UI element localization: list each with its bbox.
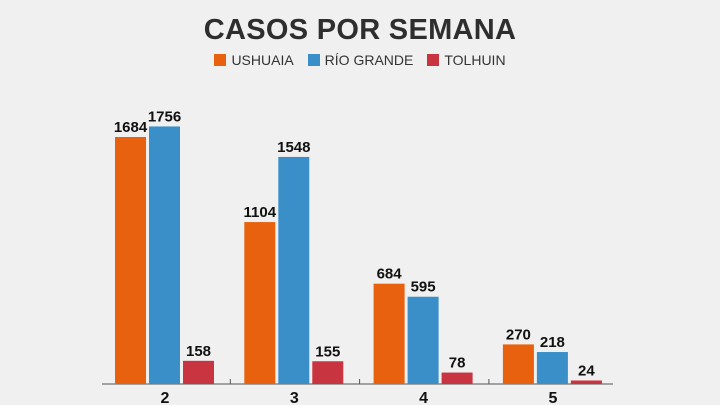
bar <box>502 344 534 384</box>
data-label: 155 <box>315 343 340 360</box>
data-label: 270 <box>506 326 531 343</box>
bar <box>441 372 473 384</box>
legend-label: TOLHUIN <box>444 52 506 68</box>
bar <box>373 283 405 384</box>
bar <box>312 361 344 384</box>
data-label: 1756 <box>148 108 181 125</box>
chart-title: CASOS POR SEMANA <box>203 14 517 46</box>
legend-label: RÍO GRANDE <box>324 52 414 68</box>
legend-label: USHUAIA <box>231 52 294 68</box>
data-label: 1104 <box>244 204 277 221</box>
legend-swatch <box>214 54 227 66</box>
bar <box>570 380 602 384</box>
x-tick-label: 3 <box>290 390 299 405</box>
bar <box>244 222 276 384</box>
x-tick-label: 2 <box>161 390 170 405</box>
data-label: 1684 <box>114 119 148 136</box>
legend-item-ushuaia: USHUAIA <box>214 52 294 68</box>
x-tick-label: 4 <box>419 390 428 405</box>
legend-swatch <box>307 54 320 66</box>
data-label: 684 <box>377 266 403 283</box>
bar <box>278 156 310 384</box>
data-label: 595 <box>411 279 436 296</box>
bar <box>536 352 568 384</box>
legend-swatch <box>427 54 440 66</box>
x-tick-label: 5 <box>548 390 557 405</box>
bar <box>407 296 439 384</box>
bar <box>149 126 180 385</box>
bar <box>115 137 146 384</box>
data-label: 78 <box>449 355 466 372</box>
data-label: 1548 <box>277 139 310 156</box>
legend-item-tolhuin: TOLHUIN <box>427 52 506 68</box>
legend: USHUAIA RÍO GRANDE TOLHUIN <box>0 52 720 68</box>
data-label: 158 <box>186 343 211 360</box>
bar <box>183 360 214 384</box>
data-label: 24 <box>578 362 595 379</box>
legend-item-rio-grande: RÍO GRANDE <box>307 52 414 68</box>
data-label: 218 <box>540 334 565 351</box>
